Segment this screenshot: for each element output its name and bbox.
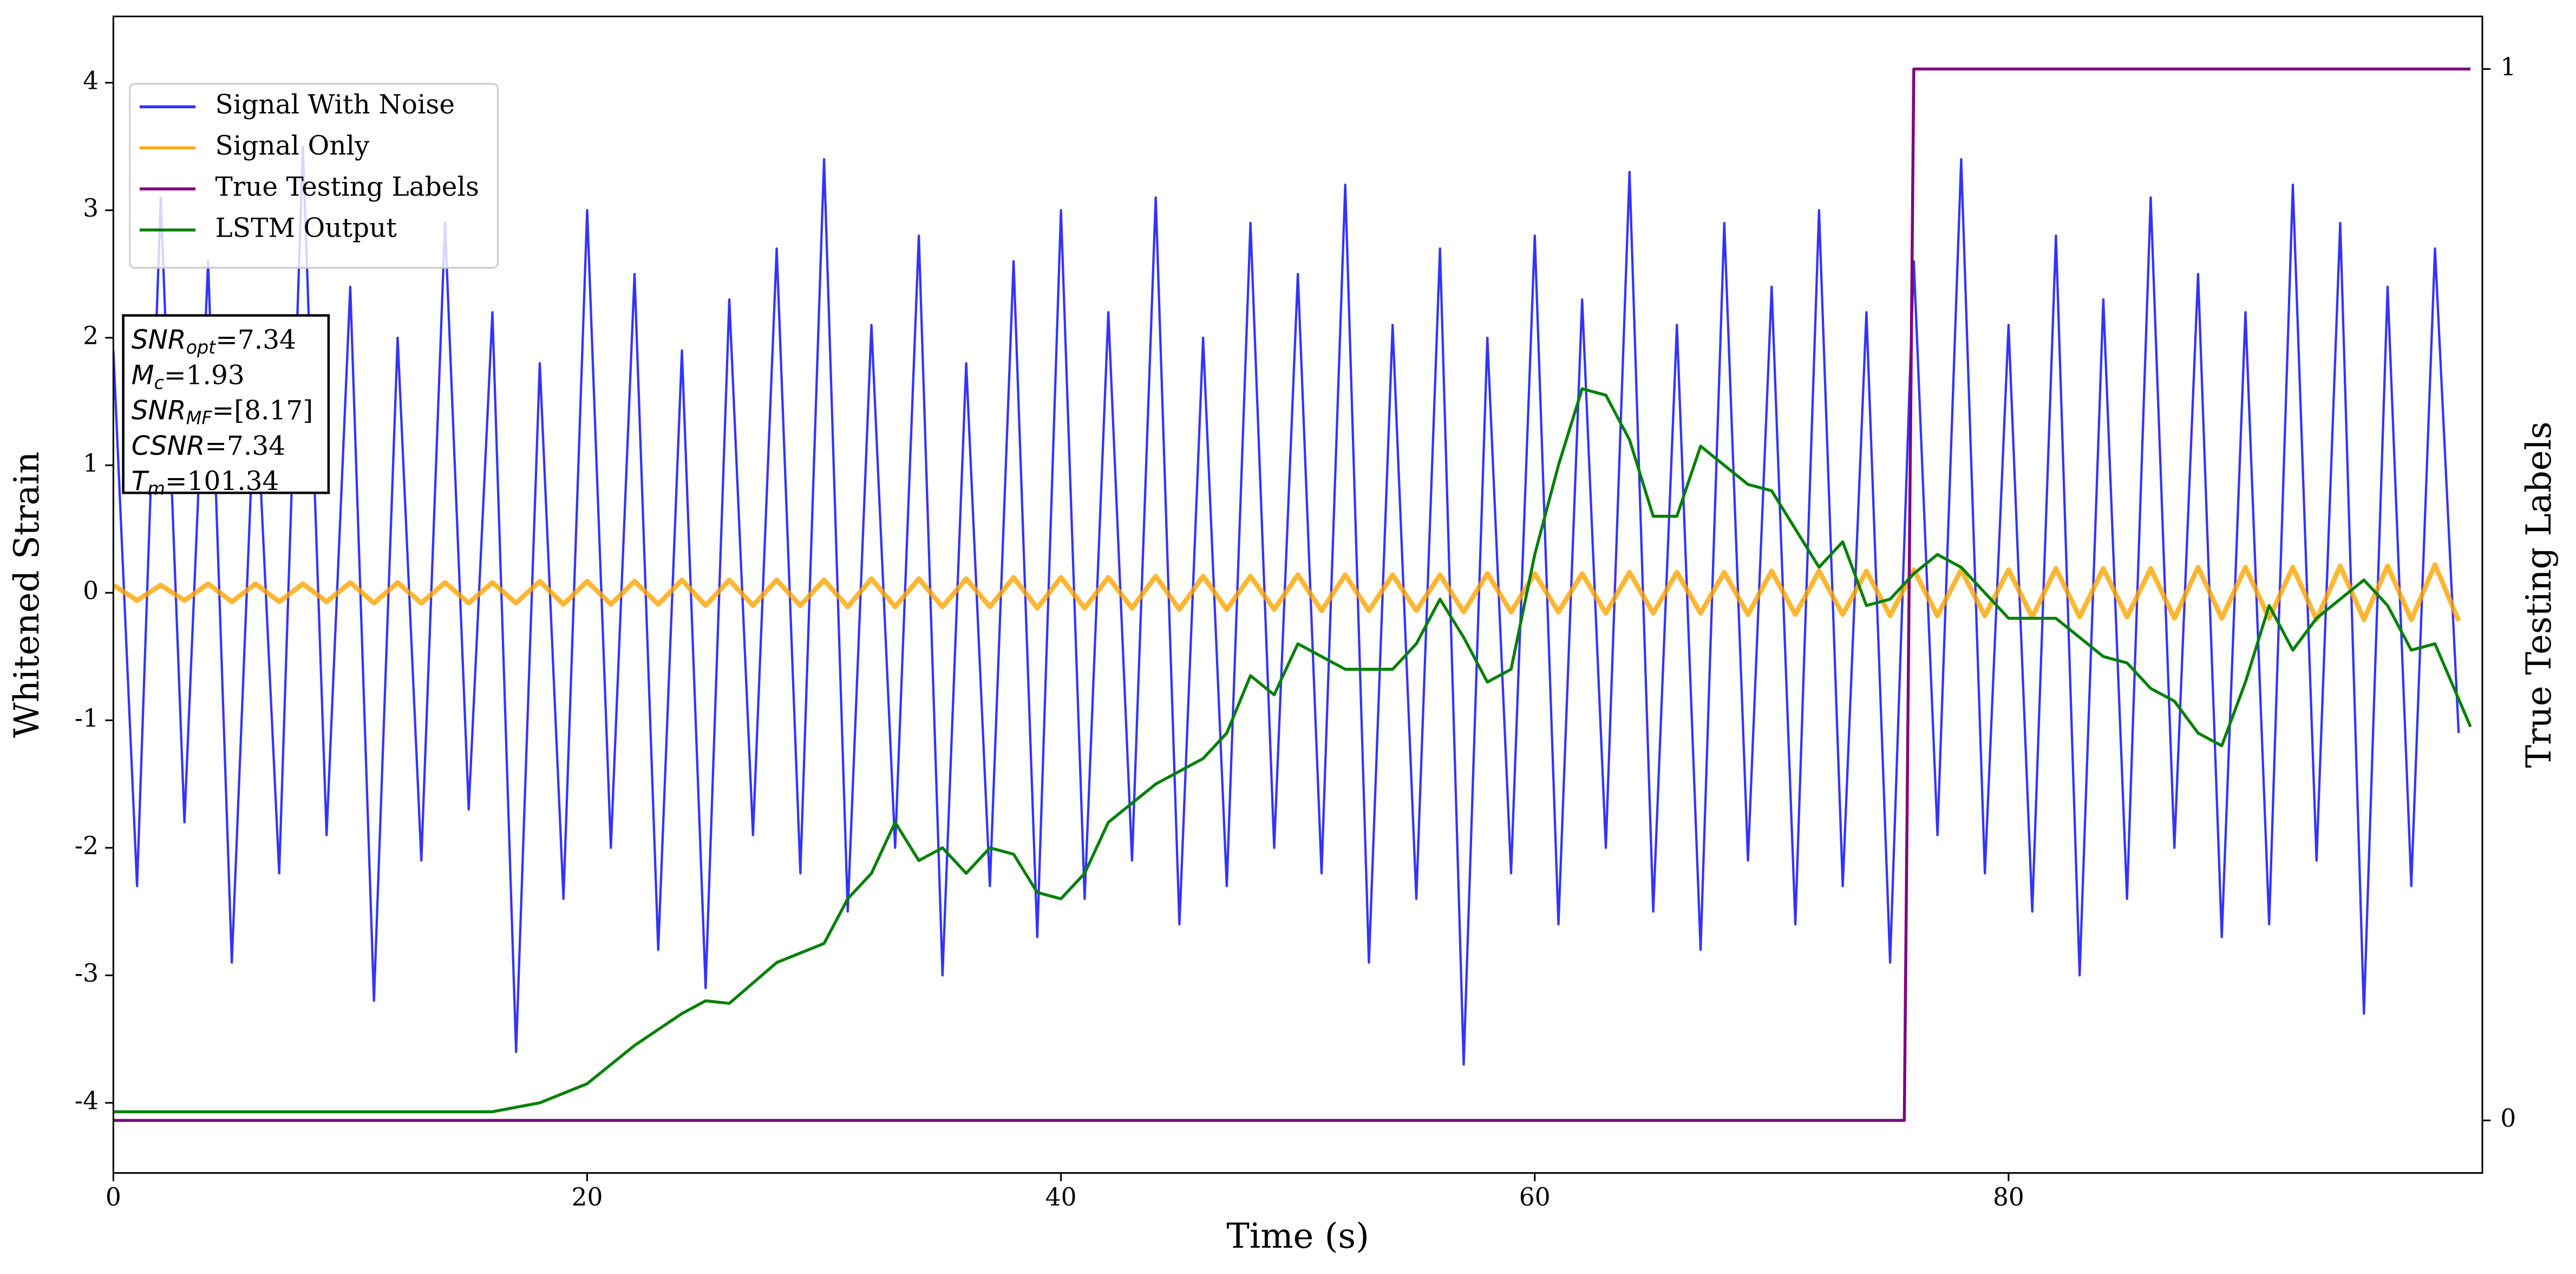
x-tick-label: 0: [106, 1182, 121, 1211]
y-tick-label: 3: [83, 194, 99, 223]
x-tick-label: 20: [572, 1182, 603, 1211]
annotation-subscript: m: [147, 478, 165, 499]
annotation-value: =7.34: [215, 325, 296, 355]
annotation: SNRopt=7.34: [132, 325, 296, 358]
series-line: [113, 145, 2460, 1066]
series-line: [113, 562, 2461, 622]
annotation-subscript: MF: [186, 407, 213, 428]
annotation: Tm=101.34: [132, 466, 279, 499]
annotation-subscript: c: [154, 372, 164, 393]
annotation-symbol: SNR: [132, 325, 186, 355]
annotation-symbol: SNR: [132, 396, 186, 426]
y-tick-label: 1: [83, 449, 99, 478]
y2-tick-label: 0: [2500, 1104, 2516, 1133]
series-line: [113, 387, 2472, 1114]
series-line: [113, 67, 2471, 1122]
annotation: CSNR=7.34: [132, 430, 285, 461]
y-axis-label: Whitened Strain: [7, 452, 47, 738]
y-tick-label: 2: [83, 321, 99, 350]
x-tick-label: 60: [1519, 1182, 1551, 1211]
annotation-value: =1.93: [164, 360, 245, 390]
y-tick-label: -1: [75, 704, 99, 733]
legend-box: [129, 83, 499, 269]
x-tick-label: 80: [1993, 1182, 2024, 1211]
x-tick-label: 40: [1045, 1182, 1077, 1211]
legend-label: LSTM Output: [215, 213, 397, 243]
y-tick-label: -3: [75, 959, 99, 988]
y2-tick-label: 1: [2500, 53, 2516, 81]
annotation-box: [122, 314, 330, 494]
annotation: SNRMF=[8.17]: [132, 395, 313, 428]
x-axis-label: Time (s): [1226, 1216, 1369, 1256]
annotation-subscript: opt: [186, 337, 217, 358]
annotation-symbol: CSNR: [132, 431, 205, 461]
annotation-value: =101.34: [165, 466, 279, 496]
plot-area: [113, 67, 2472, 1122]
annotation-value: =[8.17]: [212, 395, 313, 426]
annotation: Mc=1.93: [132, 360, 245, 393]
axes-frame: [112, 15, 2483, 1174]
legend-label: Signal With Noise: [215, 90, 455, 120]
legend-label: True Testing Labels: [215, 172, 479, 202]
annotation-symbol: M: [132, 360, 154, 390]
y-tick-label: -2: [75, 831, 99, 860]
legend-label: Signal Only: [215, 131, 370, 161]
y-tick-label: 4: [83, 66, 99, 95]
y-tick-label: 0: [83, 576, 99, 605]
y-tick-label: -4: [75, 1086, 99, 1115]
annotation-value: =7.34: [205, 430, 285, 461]
y2-axis-label: True Testing Labels: [2519, 421, 2559, 768]
annotation-symbol: T: [132, 466, 149, 496]
